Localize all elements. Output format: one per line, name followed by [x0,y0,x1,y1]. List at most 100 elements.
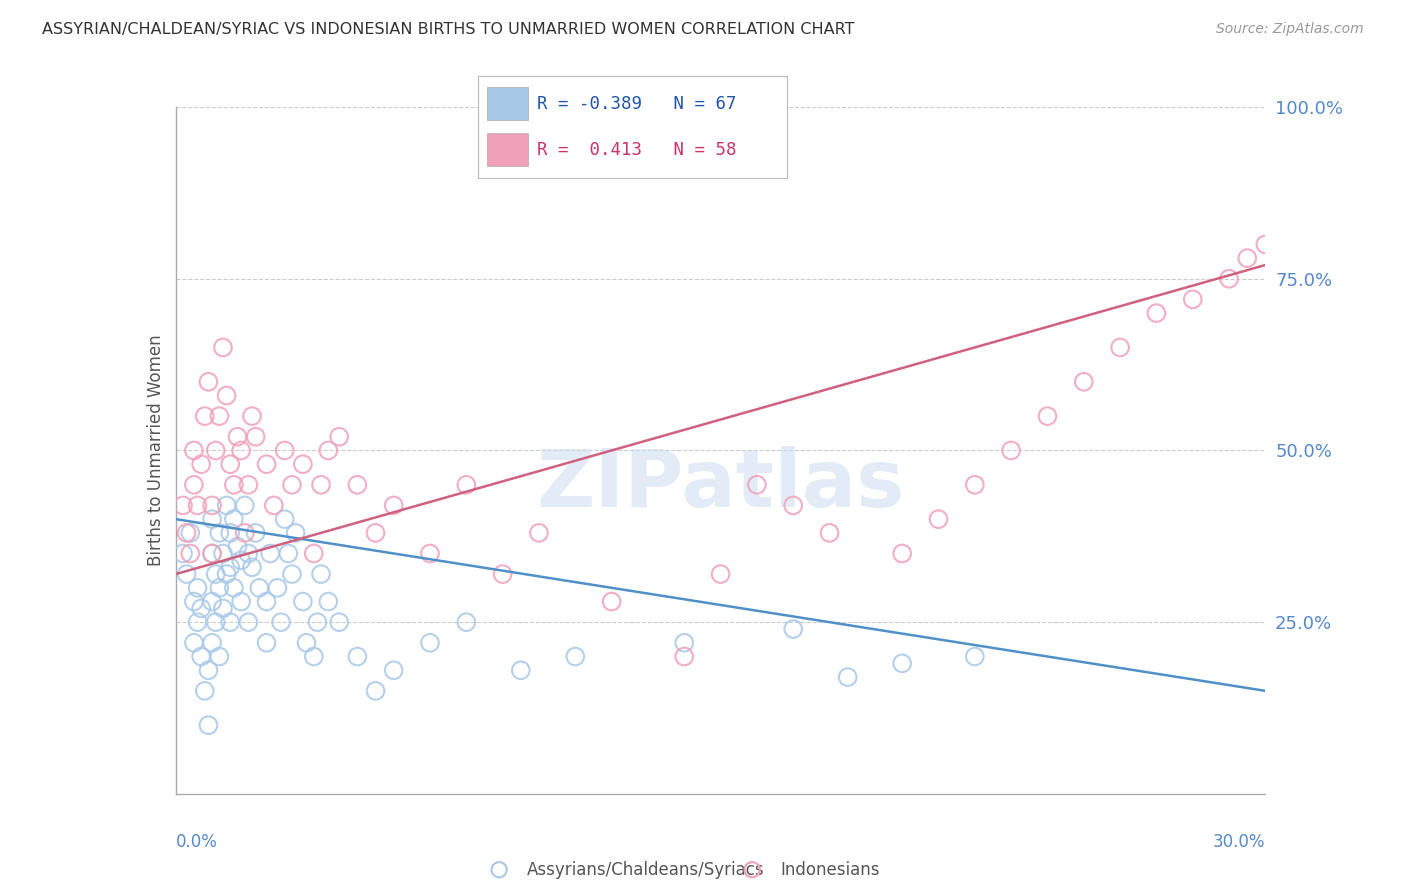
Point [456,478,478,492]
Point [201,636,224,650]
Point [219,560,242,574]
Y-axis label: Births to Unmarried Women: Births to Unmarried Women [146,334,165,566]
Point [527,525,550,540]
Point [186,499,209,513]
Text: Indonesians: Indonesians [780,861,880,879]
Point [1181,293,1204,307]
Point [256,594,278,608]
Point [302,649,325,664]
Point [1146,306,1168,320]
Point [222,478,245,492]
Point [309,478,332,492]
Point [190,649,212,664]
Point [259,546,281,561]
Point [1000,443,1022,458]
Point [208,649,231,664]
Point [302,546,325,561]
Point [245,525,267,540]
Bar [488,87,527,120]
Point [346,478,368,492]
Point [238,478,260,492]
Point [456,615,478,630]
Point [190,457,212,471]
Point [201,594,224,608]
Point [564,649,586,664]
Point [600,594,623,608]
Point [891,657,914,671]
Point [219,525,242,540]
Point [782,499,804,513]
Point [364,525,387,540]
Point [222,581,245,595]
Point [197,718,219,732]
Point [256,457,278,471]
Point [492,567,515,582]
Point [238,546,260,561]
Point [240,560,263,574]
Point [782,622,804,636]
Point [212,340,235,354]
Point [1073,375,1095,389]
Point [208,409,231,424]
Point [281,478,304,492]
Point [673,649,696,664]
Point [231,443,253,458]
Text: R =  0.413   N = 58: R = 0.413 N = 58 [537,141,737,159]
Point [231,553,253,567]
Point [256,636,278,650]
Point [186,581,209,595]
Point [201,546,224,561]
Point [307,615,329,630]
Point [204,567,226,582]
Point [215,567,238,582]
Point [201,512,224,526]
Point [179,525,201,540]
Point [318,443,340,458]
Point [745,478,768,492]
Point [183,594,205,608]
Point [201,499,224,513]
Point [179,546,201,561]
Text: R = -0.389   N = 67: R = -0.389 N = 67 [537,95,737,112]
Point [741,863,763,877]
Point [284,525,307,540]
Point [891,546,914,561]
Point [240,409,263,424]
Point [233,499,256,513]
Point [318,594,340,608]
Point [212,546,235,561]
Point [208,581,231,595]
Point [204,615,226,630]
Point [291,594,314,608]
Point [382,663,405,677]
Text: 30.0%: 30.0% [1213,833,1265,851]
Point [219,615,242,630]
Point [212,601,235,615]
Point [183,478,205,492]
Point [176,525,198,540]
Point [419,546,441,561]
Point [928,512,950,526]
Point [238,615,260,630]
Point [263,499,285,513]
Point [222,512,245,526]
Point [215,388,238,402]
Point [197,375,219,389]
Point [1109,340,1132,354]
Text: 0.0%: 0.0% [176,833,218,851]
Point [1218,271,1240,285]
Point [183,443,205,458]
Text: Source: ZipAtlas.com: Source: ZipAtlas.com [1216,22,1364,37]
Point [197,663,219,677]
Point [364,683,387,698]
Point [194,683,217,698]
Point [231,594,253,608]
Point [266,581,288,595]
Point [382,499,405,513]
Point [488,863,510,877]
Point [295,636,318,650]
Point [1236,251,1258,265]
Point [172,546,194,561]
Point [274,443,297,458]
Point [172,499,194,513]
